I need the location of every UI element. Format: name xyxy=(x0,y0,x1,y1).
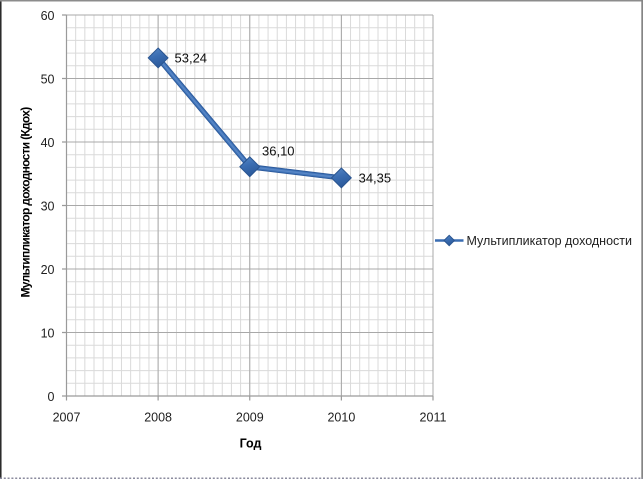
svg-text:2009: 2009 xyxy=(236,410,264,424)
svg-text:60: 60 xyxy=(41,9,55,23)
svg-text:53,24: 53,24 xyxy=(175,51,208,66)
svg-text:Мультипликатор доходности: Мультипликатор доходности xyxy=(467,234,633,248)
svg-text:Год: Год xyxy=(240,437,262,451)
svg-text:34,35: 34,35 xyxy=(359,171,392,186)
svg-text:2008: 2008 xyxy=(144,410,172,424)
svg-text:40: 40 xyxy=(41,136,55,150)
svg-text:50: 50 xyxy=(41,72,55,86)
svg-text:0: 0 xyxy=(48,390,55,404)
svg-text:30: 30 xyxy=(41,199,55,213)
svg-text:36,10: 36,10 xyxy=(262,143,295,158)
svg-text:20: 20 xyxy=(41,263,55,277)
svg-text:10: 10 xyxy=(41,326,55,340)
svg-text:2011: 2011 xyxy=(420,410,447,424)
svg-text:2007: 2007 xyxy=(53,410,81,424)
svg-text:2010: 2010 xyxy=(327,410,355,424)
svg-text:Мультипликатор доходности (Кдо: Мультипликатор доходности (Кдох) xyxy=(19,107,33,298)
